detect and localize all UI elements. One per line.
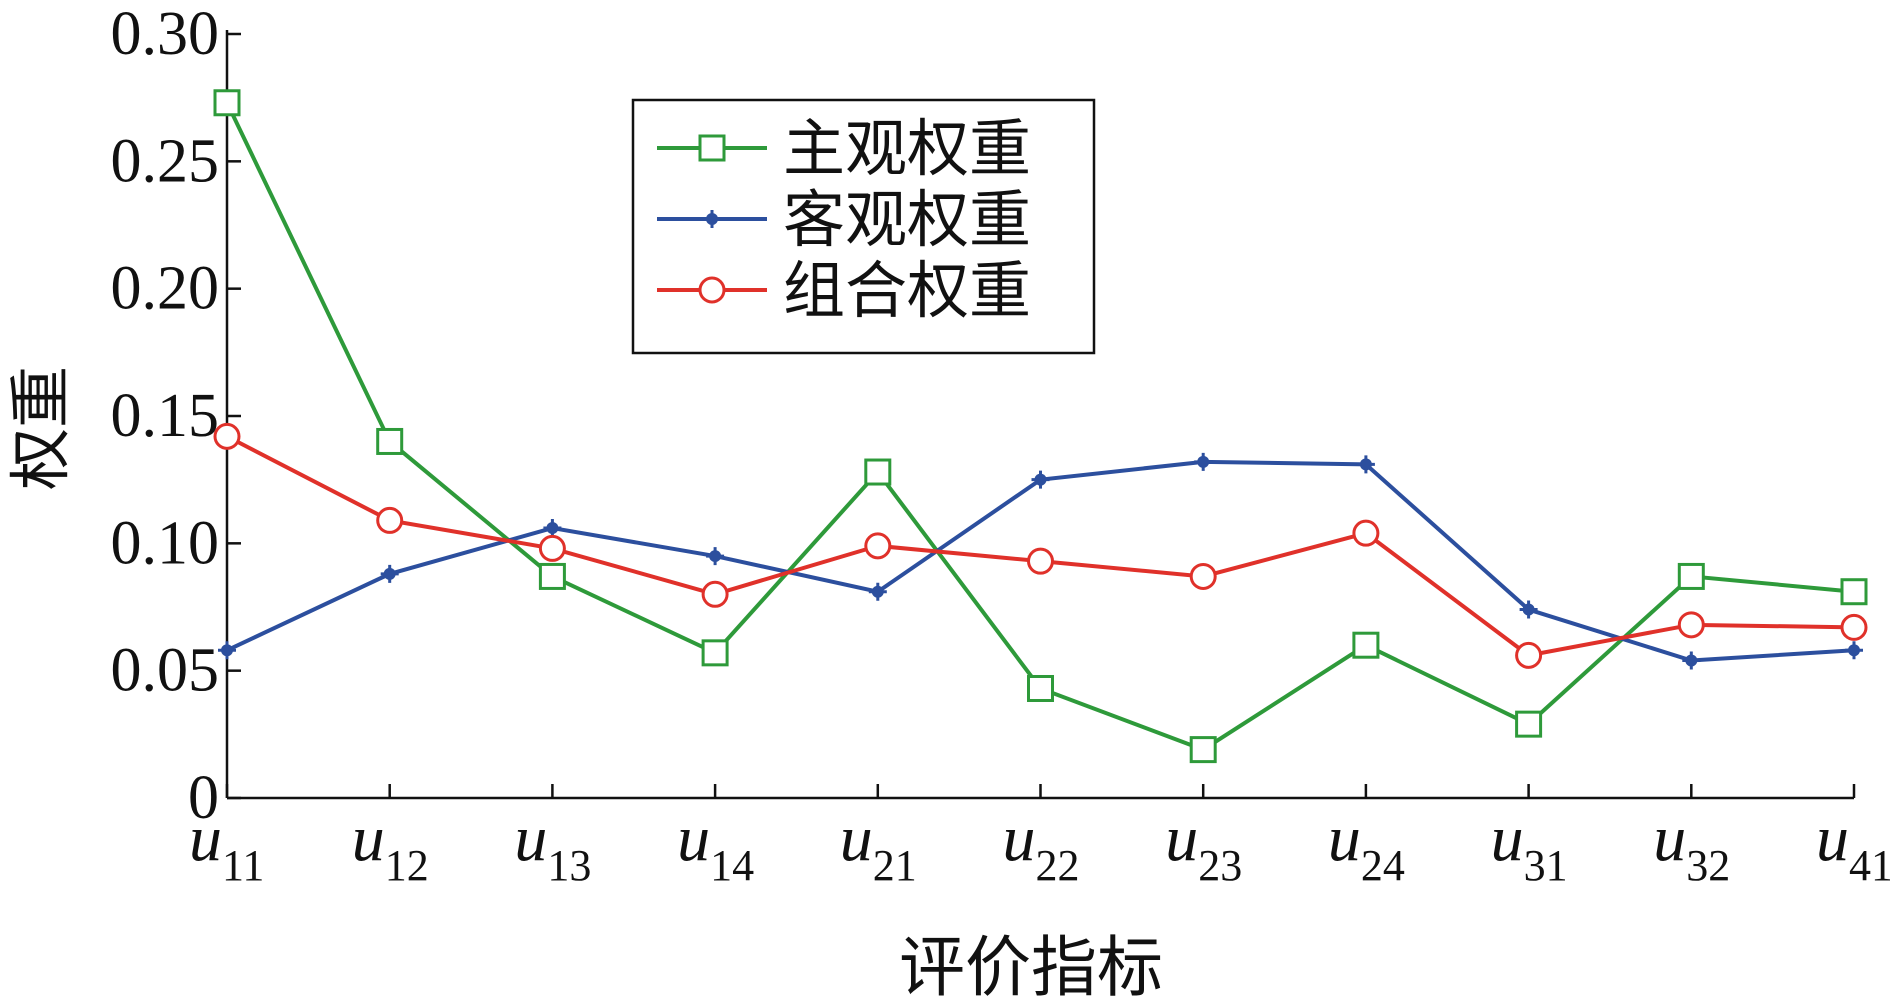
category-symbol: u xyxy=(1491,802,1524,875)
series-line xyxy=(226,434,1855,658)
category-symbol: u xyxy=(1165,802,1198,875)
category-subscript: 31 xyxy=(1524,841,1568,890)
marker-star xyxy=(380,564,399,583)
y-axis-label: 权重 xyxy=(8,366,76,490)
category-symbol: u xyxy=(352,802,385,875)
marker xyxy=(864,532,892,560)
category-subscript: 14 xyxy=(710,841,754,890)
marker-star xyxy=(706,547,725,566)
marker xyxy=(1356,455,1375,474)
x-tick-label: u12 xyxy=(352,802,429,890)
legend-label: 组合权重 xyxy=(783,258,1031,326)
category-subscript: 11 xyxy=(222,841,264,890)
category-subscript: 32 xyxy=(1686,841,1730,890)
x-tick-label: u23 xyxy=(1165,802,1242,890)
marker-star xyxy=(703,210,721,228)
category-subscript: 41 xyxy=(1849,841,1890,890)
x-tick-label: u24 xyxy=(1328,802,1405,890)
category-subscript: 22 xyxy=(1036,841,1080,890)
marker-star xyxy=(1356,455,1375,474)
marker xyxy=(1027,674,1054,702)
marker xyxy=(1515,641,1543,669)
marker xyxy=(538,562,566,590)
marker-star xyxy=(1682,651,1701,670)
marker xyxy=(1352,631,1380,659)
category-subscript: 23 xyxy=(1198,841,1242,890)
category-subscript: 24 xyxy=(1361,841,1405,890)
marker xyxy=(698,134,726,162)
marker-star xyxy=(543,519,562,538)
marker xyxy=(1189,736,1217,764)
marker xyxy=(1027,547,1054,575)
x-tick-label: u21 xyxy=(840,802,917,890)
marker xyxy=(864,458,892,486)
x-tick-label: u14 xyxy=(677,802,754,890)
x-axis-label: 评价指标 xyxy=(899,932,1163,1005)
marker xyxy=(868,582,887,601)
marker xyxy=(213,89,241,117)
category-symbol: u xyxy=(1816,802,1849,875)
y-tick-label: 0.05 xyxy=(111,637,220,705)
marker xyxy=(218,641,236,660)
y-tick-label: 0.15 xyxy=(111,382,220,450)
y-tick-label: 0.10 xyxy=(111,509,220,577)
marker xyxy=(1352,519,1380,547)
marker xyxy=(1682,651,1701,670)
category-symbol: u xyxy=(840,802,873,875)
marker xyxy=(1840,578,1868,606)
category-subscript: 13 xyxy=(547,841,591,890)
marker-star xyxy=(218,641,236,660)
legend-label: 主观权重 xyxy=(783,116,1031,184)
y-tick-label: 0.25 xyxy=(111,127,220,195)
marker xyxy=(1515,710,1543,738)
marker xyxy=(701,639,729,667)
marker-star xyxy=(1519,600,1538,619)
y-tick-label: 0.20 xyxy=(111,255,220,323)
x-tick-label: u41 xyxy=(1816,802,1890,890)
x-tick-label: u11 xyxy=(189,802,264,890)
marker xyxy=(1189,562,1217,590)
marker xyxy=(1677,611,1705,639)
marker xyxy=(1840,613,1868,641)
marker xyxy=(701,580,729,608)
marker-star xyxy=(868,582,887,601)
marker xyxy=(706,547,725,566)
marker xyxy=(1677,562,1705,590)
category-subscript: 21 xyxy=(873,841,917,890)
marker xyxy=(376,506,404,534)
category-symbol: u xyxy=(677,802,710,875)
marker xyxy=(1031,470,1050,489)
marker-star xyxy=(1194,452,1213,471)
marker xyxy=(380,564,399,583)
marker xyxy=(213,422,241,450)
marker xyxy=(376,427,404,455)
category-symbol: u xyxy=(189,802,222,875)
marker xyxy=(703,210,721,228)
marker xyxy=(543,519,562,538)
marker xyxy=(1194,452,1213,471)
y-tick-label: 0 xyxy=(188,764,219,832)
y-tick-label: 0.30 xyxy=(111,0,220,68)
marker-star xyxy=(1031,470,1050,489)
marker xyxy=(538,534,566,562)
marker-star xyxy=(1845,641,1863,660)
x-tick-label: u31 xyxy=(1491,802,1568,890)
legend-label: 客观权重 xyxy=(783,187,1031,255)
x-tick-label: u13 xyxy=(514,802,591,890)
category-subscript: 12 xyxy=(385,841,429,890)
category-symbol: u xyxy=(1003,802,1036,875)
category-symbol: u xyxy=(514,802,547,875)
marker xyxy=(1845,641,1863,660)
x-tick-label: u22 xyxy=(1003,802,1080,890)
marker xyxy=(1519,600,1538,619)
category-symbol: u xyxy=(1328,802,1361,875)
x-tick-label: u32 xyxy=(1653,802,1730,890)
category-symbol: u xyxy=(1653,802,1686,875)
marker xyxy=(698,276,726,304)
